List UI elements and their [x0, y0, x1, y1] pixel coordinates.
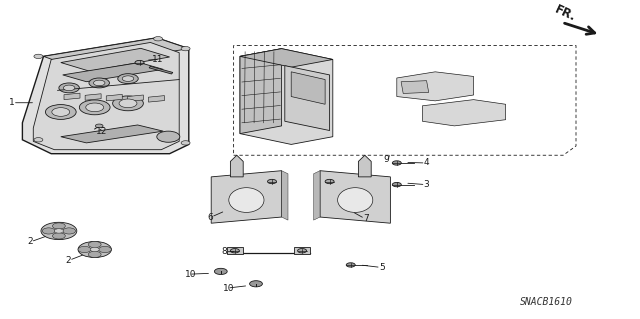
Circle shape: [181, 47, 190, 51]
Polygon shape: [240, 49, 333, 145]
Text: 4: 4: [424, 159, 429, 167]
Circle shape: [89, 78, 109, 88]
Circle shape: [118, 74, 138, 84]
Polygon shape: [285, 66, 330, 130]
Circle shape: [298, 249, 307, 253]
Polygon shape: [61, 125, 163, 143]
Circle shape: [99, 246, 111, 253]
Polygon shape: [282, 171, 288, 220]
Bar: [227, 247, 243, 254]
Polygon shape: [63, 63, 163, 82]
Polygon shape: [422, 100, 506, 126]
Circle shape: [78, 246, 91, 253]
Circle shape: [86, 103, 104, 112]
Polygon shape: [44, 38, 189, 67]
Circle shape: [181, 141, 190, 145]
Ellipse shape: [338, 188, 373, 212]
Text: 11: 11: [152, 55, 164, 64]
Text: SNACB1610: SNACB1610: [520, 297, 573, 307]
Circle shape: [45, 105, 76, 119]
Circle shape: [93, 80, 105, 86]
Circle shape: [346, 263, 355, 267]
Circle shape: [34, 54, 43, 58]
Circle shape: [95, 124, 103, 128]
Bar: [294, 247, 310, 254]
Polygon shape: [291, 72, 325, 104]
Circle shape: [157, 131, 180, 142]
Polygon shape: [106, 94, 122, 101]
Polygon shape: [61, 48, 170, 71]
Text: 2: 2: [27, 237, 33, 246]
Circle shape: [392, 161, 401, 165]
Ellipse shape: [229, 188, 264, 212]
Circle shape: [52, 233, 65, 239]
Circle shape: [250, 281, 262, 287]
Circle shape: [34, 137, 43, 142]
Circle shape: [119, 99, 137, 108]
Circle shape: [113, 96, 143, 111]
Text: 5: 5: [379, 263, 385, 272]
Circle shape: [54, 229, 63, 233]
Polygon shape: [148, 96, 164, 102]
Circle shape: [88, 251, 101, 257]
Circle shape: [63, 85, 75, 91]
Circle shape: [52, 223, 65, 229]
Polygon shape: [358, 155, 371, 177]
Circle shape: [59, 83, 79, 93]
Circle shape: [230, 249, 239, 253]
Circle shape: [154, 37, 163, 41]
Polygon shape: [397, 72, 474, 101]
Polygon shape: [127, 95, 143, 101]
Text: 10: 10: [223, 284, 235, 293]
Circle shape: [41, 222, 77, 240]
Text: 12: 12: [96, 127, 108, 136]
Circle shape: [88, 241, 101, 248]
Circle shape: [42, 228, 55, 234]
Text: 10: 10: [185, 270, 196, 279]
Circle shape: [52, 108, 70, 116]
Text: 6: 6: [207, 212, 213, 221]
Text: FR.: FR.: [552, 3, 578, 24]
Circle shape: [90, 247, 99, 252]
Circle shape: [78, 241, 111, 257]
Polygon shape: [240, 49, 282, 134]
Polygon shape: [33, 42, 179, 150]
Circle shape: [392, 182, 401, 187]
Polygon shape: [314, 171, 320, 220]
Polygon shape: [240, 49, 333, 67]
Bar: [401, 81, 429, 93]
Circle shape: [79, 100, 110, 115]
Text: 2: 2: [65, 256, 71, 265]
Polygon shape: [149, 66, 173, 74]
Text: 1: 1: [9, 98, 15, 107]
Polygon shape: [64, 93, 80, 100]
Text: 9: 9: [383, 155, 389, 164]
Polygon shape: [230, 155, 243, 177]
Text: 8: 8: [221, 247, 227, 256]
Polygon shape: [320, 171, 390, 223]
Polygon shape: [22, 38, 189, 154]
Circle shape: [268, 179, 276, 184]
Text: 3: 3: [424, 180, 429, 189]
Circle shape: [122, 76, 134, 81]
Polygon shape: [85, 94, 101, 100]
Circle shape: [214, 268, 227, 275]
Circle shape: [63, 228, 76, 234]
Circle shape: [325, 179, 334, 184]
Circle shape: [135, 60, 144, 65]
Polygon shape: [211, 171, 282, 223]
Text: 7: 7: [363, 214, 369, 223]
